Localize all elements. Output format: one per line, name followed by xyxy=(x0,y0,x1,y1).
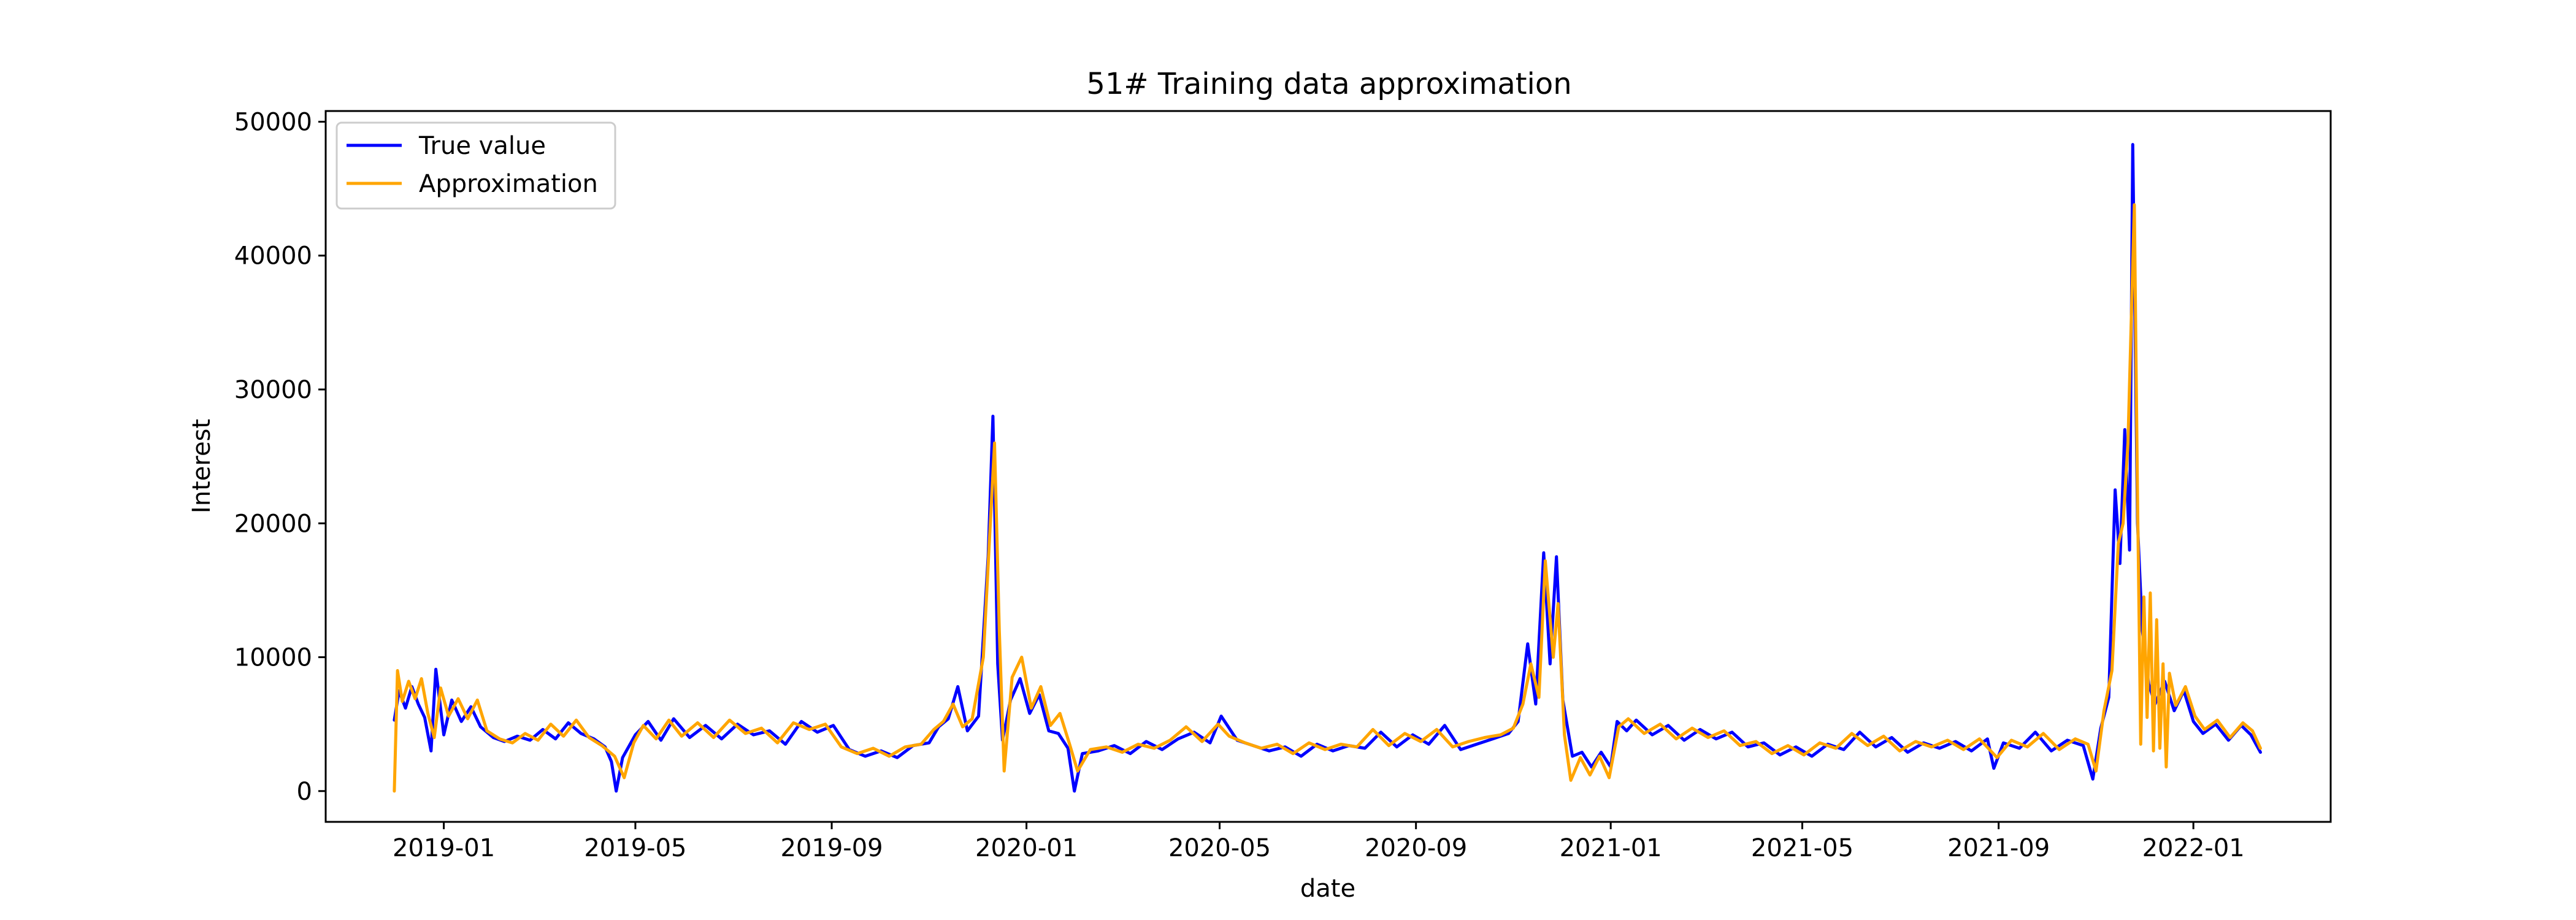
legend-label-true-value: True value xyxy=(418,132,546,160)
x-tick-label-2021-05: 2021-05 xyxy=(1751,834,1853,862)
y-tick-label-30000: 30000 xyxy=(234,376,312,404)
x-tick-label-2019-05: 2019-05 xyxy=(584,834,686,862)
x-tick-label-2021-01: 2021-01 xyxy=(1560,834,1662,862)
x-tick-label-2020-01: 2020-01 xyxy=(975,834,1078,862)
x-axis: 2019-01 2019-05 2019-09 2020-01 2020-05 2020-… xyxy=(393,822,2245,862)
y-tick-label-0: 0 xyxy=(297,778,312,806)
y-tick-label-10000: 10000 xyxy=(234,644,312,672)
y-axis: 0 10000 20000 30000 40000 50000 xyxy=(234,108,326,806)
y-tick-label-40000: 40000 xyxy=(234,242,312,270)
x-tick-label-2019-01: 2019-01 xyxy=(393,834,495,862)
series-layer xyxy=(393,143,2262,793)
plot-frame xyxy=(324,110,2332,823)
chart-title: 51# Training data approximation xyxy=(1086,67,1571,101)
series-line-true-value xyxy=(393,143,2262,793)
y-tick-label-20000: 20000 xyxy=(234,510,312,538)
x-tick-label-2020-09: 2020-09 xyxy=(1365,834,1467,862)
x-tick-label-2019-09: 2019-09 xyxy=(780,834,883,862)
y-tick-label-50000: 50000 xyxy=(234,108,312,136)
x-tick-label-2022-01: 2022-01 xyxy=(2142,834,2245,862)
x-tick-label-2020-05: 2020-05 xyxy=(1168,834,1271,862)
legend: True value Approximation xyxy=(335,121,616,210)
legend-label-approximation: Approximation xyxy=(419,170,598,198)
plot-area xyxy=(324,110,2332,823)
series-line-approximation xyxy=(393,203,2262,793)
x-axis-label: date xyxy=(1300,875,1355,903)
y-axis-label: Interest xyxy=(188,419,216,513)
legend-box xyxy=(335,121,616,210)
x-tick-label-2021-09: 2021-09 xyxy=(1947,834,2050,862)
